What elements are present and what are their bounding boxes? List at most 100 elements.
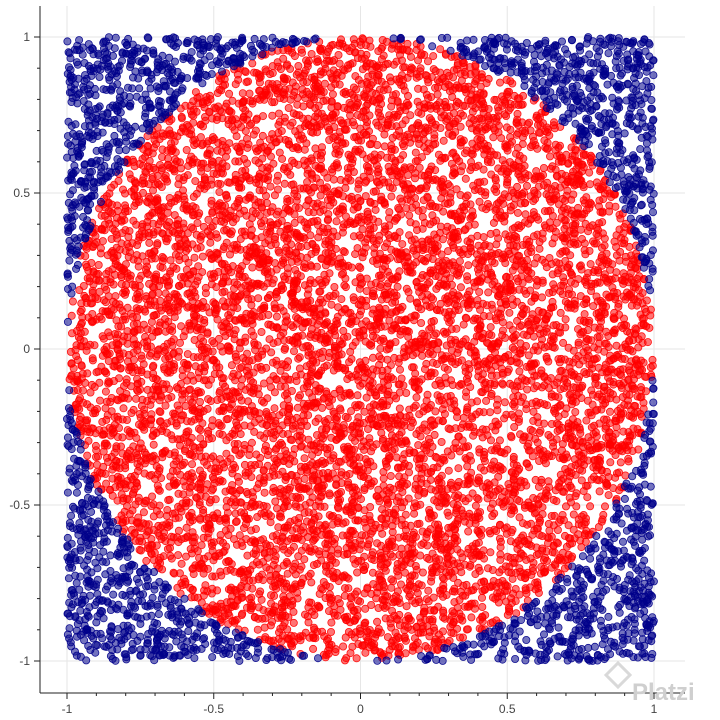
point-inside	[494, 234, 503, 243]
point-inside	[278, 154, 287, 163]
point-inside	[400, 568, 409, 577]
point-inside	[132, 385, 141, 394]
point-inside	[477, 187, 486, 196]
point-inside	[186, 477, 195, 486]
point-inside	[187, 433, 196, 442]
point-inside	[319, 578, 328, 587]
point-inside	[273, 564, 282, 573]
point-inside	[470, 220, 479, 229]
point-inside	[461, 443, 470, 452]
point-inside	[322, 361, 331, 370]
point-inside	[556, 308, 565, 317]
point-inside	[272, 312, 281, 321]
point-inside	[540, 419, 549, 428]
point-inside	[533, 438, 542, 447]
point-inside	[283, 569, 292, 578]
point-inside	[312, 262, 321, 271]
point-inside	[196, 243, 205, 252]
point-inside	[425, 632, 434, 641]
point-inside	[368, 353, 377, 362]
point-inside	[419, 85, 428, 94]
point-inside	[274, 109, 283, 118]
point-inside	[154, 327, 163, 336]
point-inside	[357, 295, 366, 304]
point-inside	[130, 471, 139, 480]
point-inside	[236, 430, 245, 439]
point-inside	[209, 355, 218, 364]
point-inside	[448, 380, 457, 389]
point-inside	[575, 262, 584, 271]
point-inside	[646, 363, 655, 372]
point-inside	[155, 407, 164, 416]
point-inside	[210, 369, 219, 378]
point-inside	[372, 440, 381, 449]
point-inside	[625, 242, 634, 251]
point-inside	[586, 502, 595, 511]
point-inside	[402, 284, 411, 293]
point-inside	[471, 570, 480, 579]
point-inside	[200, 345, 209, 354]
point-inside	[461, 313, 470, 322]
point-inside	[455, 257, 464, 266]
point-inside	[402, 98, 411, 107]
point-inside	[331, 414, 340, 423]
point-inside	[546, 152, 555, 161]
point-inside	[309, 208, 318, 217]
point-inside	[386, 373, 395, 382]
point-inside	[624, 454, 633, 463]
point-inside	[85, 273, 94, 282]
point-inside	[497, 134, 506, 143]
point-inside	[271, 239, 280, 248]
point-inside	[88, 288, 97, 297]
point-inside	[409, 530, 418, 539]
point-inside	[443, 508, 452, 517]
point-inside	[224, 265, 233, 274]
point-inside	[270, 191, 279, 200]
point-inside	[398, 240, 407, 249]
point-inside	[276, 227, 285, 236]
point-inside	[448, 485, 457, 494]
point-inside	[168, 466, 177, 475]
point-inside	[248, 263, 257, 272]
point-inside	[125, 170, 134, 179]
point-inside	[292, 143, 301, 152]
point-inside	[530, 384, 539, 393]
point-inside	[380, 243, 389, 252]
point-inside	[201, 283, 210, 292]
point-inside	[538, 293, 547, 302]
point-inside	[447, 159, 456, 168]
point-inside	[406, 294, 415, 303]
point-inside	[325, 491, 334, 500]
point-inside	[431, 139, 440, 148]
point-inside	[302, 362, 311, 371]
point-inside	[345, 469, 354, 478]
point-inside	[209, 452, 218, 461]
point-inside	[605, 356, 614, 365]
point-inside	[119, 404, 128, 413]
point-inside	[178, 581, 187, 590]
point-inside	[585, 168, 594, 177]
point-inside	[277, 286, 286, 295]
point-inside	[179, 477, 188, 486]
point-inside	[393, 282, 402, 291]
point-inside	[449, 148, 458, 157]
point-inside	[206, 238, 215, 247]
point-inside	[333, 502, 342, 511]
point-inside	[361, 337, 370, 346]
point-inside	[594, 523, 603, 532]
point-inside	[351, 328, 360, 337]
point-inside	[176, 164, 185, 173]
point-inside	[315, 287, 324, 296]
point-inside	[544, 430, 553, 439]
point-inside	[174, 489, 183, 498]
point-inside	[461, 193, 470, 202]
point-inside	[344, 194, 353, 203]
point-inside	[444, 424, 453, 433]
point-inside	[456, 109, 465, 118]
point-inside	[381, 614, 390, 623]
point-inside	[279, 94, 288, 103]
point-inside	[163, 545, 172, 554]
point-inside	[240, 460, 249, 469]
point-inside	[488, 499, 497, 508]
point-inside	[312, 462, 321, 471]
